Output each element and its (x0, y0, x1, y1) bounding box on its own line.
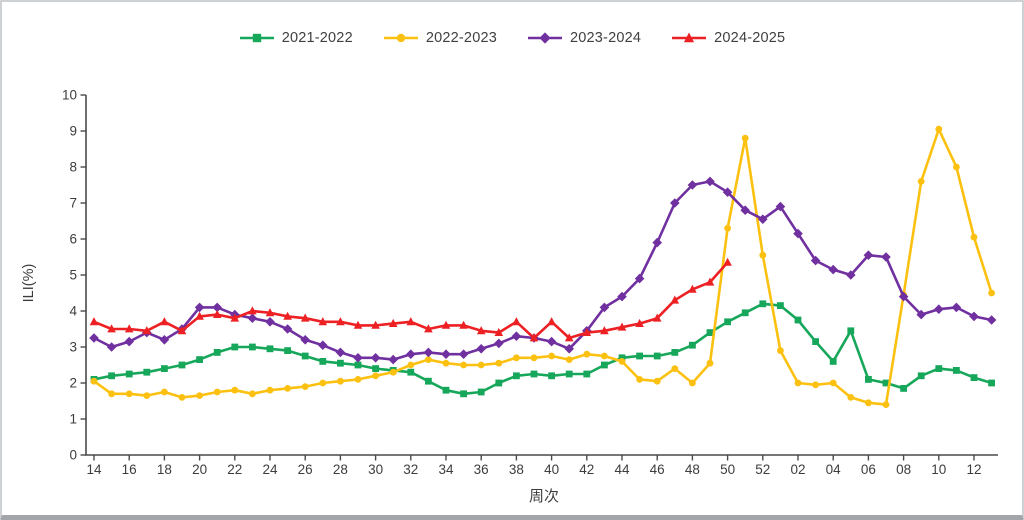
svg-text:02: 02 (790, 462, 805, 477)
y-axis-title: ILI(%) (21, 264, 37, 303)
legend-item-2023-2024: 2023-2024 (527, 30, 641, 46)
legend-label: 2023-2024 (570, 30, 642, 46)
svg-text:46: 46 (650, 462, 665, 477)
svg-text:38: 38 (509, 462, 524, 477)
svg-text:7: 7 (69, 196, 77, 211)
svg-text:42: 42 (579, 462, 594, 477)
svg-text:20: 20 (192, 462, 207, 477)
svg-text:2: 2 (69, 376, 77, 391)
svg-text:40: 40 (544, 462, 559, 477)
svg-text:48: 48 (685, 462, 700, 477)
svg-text:22: 22 (227, 462, 242, 477)
svg-text:28: 28 (333, 462, 348, 477)
svg-text:26: 26 (298, 462, 313, 477)
chart-legend: 2021-2022 2022-2023 2023-2024 2024-2025 (2, 30, 1022, 46)
svg-text:52: 52 (755, 462, 770, 477)
legend-label: 2022-2023 (425, 30, 497, 46)
x-axis-title: 周次 (529, 488, 559, 505)
svg-text:08: 08 (896, 462, 911, 477)
svg-text:16: 16 (122, 462, 137, 477)
svg-text:34: 34 (438, 462, 454, 477)
svg-text:0: 0 (69, 448, 77, 463)
svg-text:44: 44 (614, 462, 630, 477)
svg-text:18: 18 (157, 462, 172, 477)
svg-text:8: 8 (69, 160, 77, 175)
svg-text:3: 3 (69, 340, 77, 355)
legend-item-2021-2022: 2021-2022 (239, 30, 353, 46)
svg-text:32: 32 (403, 462, 418, 477)
svg-text:10: 10 (931, 462, 946, 477)
svg-text:9: 9 (69, 124, 77, 139)
svg-text:06: 06 (861, 462, 876, 477)
series-2022-2023 (90, 125, 995, 408)
svg-text:4: 4 (69, 304, 77, 319)
legend-label: 2024-2025 (714, 30, 786, 46)
series-2023-2024 (89, 176, 997, 365)
circle-marker-icon (383, 33, 418, 43)
svg-text:24: 24 (262, 462, 278, 477)
square-marker-icon (239, 33, 274, 43)
svg-text:1: 1 (69, 412, 77, 427)
svg-text:30: 30 (368, 462, 383, 477)
svg-text:04: 04 (826, 462, 842, 477)
triangle-marker-icon (672, 32, 707, 43)
series-2024-2025 (89, 257, 732, 342)
series-2021-2022 (90, 300, 995, 398)
svg-text:10: 10 (62, 88, 77, 103)
svg-text:5: 5 (69, 268, 77, 283)
svg-text:36: 36 (474, 462, 489, 477)
svg-text:6: 6 (69, 232, 77, 247)
legend-item-2024-2025: 2024-2025 (671, 30, 785, 46)
legend-label: 2021-2022 (281, 30, 353, 46)
svg-text:50: 50 (720, 462, 735, 477)
svg-text:12: 12 (966, 462, 981, 477)
svg-text:14: 14 (86, 462, 102, 477)
diamond-marker-icon (528, 32, 562, 44)
legend-item-2022-2023: 2022-2023 (383, 30, 497, 46)
